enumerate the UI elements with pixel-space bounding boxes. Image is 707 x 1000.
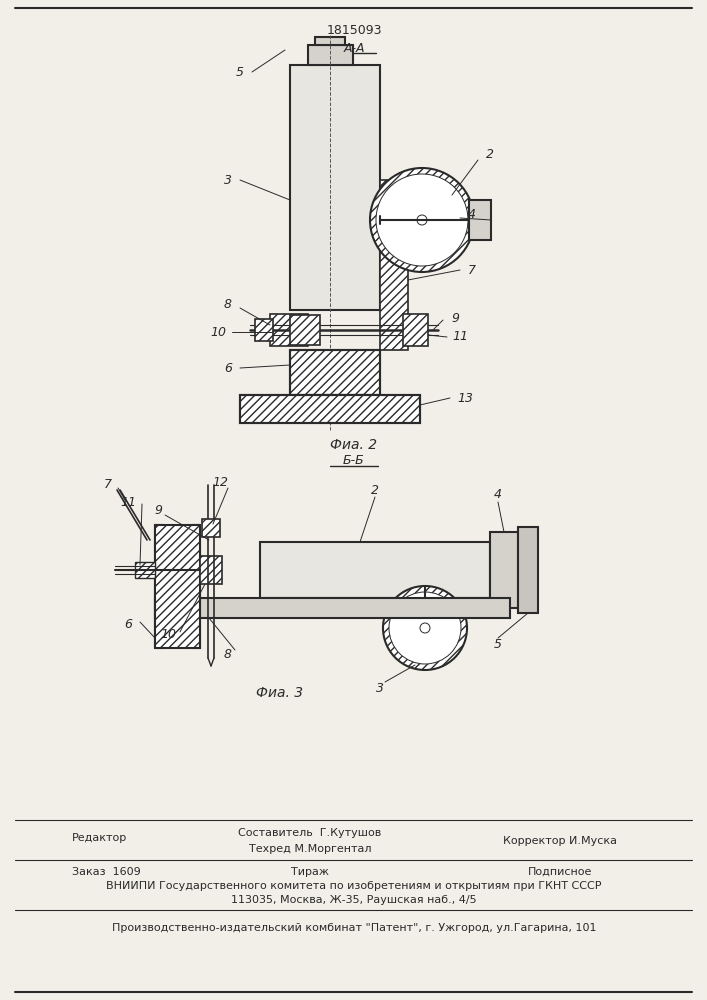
Circle shape [389,592,461,664]
Text: 3: 3 [376,682,384,694]
Bar [260,542,490,598]
Bar [155,525,200,648]
Text: 8: 8 [224,648,232,662]
Text: 13: 13 [457,391,473,404]
Text: 9: 9 [154,504,162,516]
Bar [155,525,200,648]
Circle shape [417,215,427,225]
Bar [255,319,273,341]
Text: Составитель  Г.Кутушов: Составитель Г.Кутушов [238,828,382,838]
Bar [290,315,320,345]
Bar [469,200,491,240]
Text: 7: 7 [468,263,476,276]
Circle shape [376,174,468,266]
Bar [240,395,420,423]
Bar [202,519,220,537]
Text: 7: 7 [104,479,112,491]
Bar [315,37,345,45]
Text: 2: 2 [486,148,494,161]
Circle shape [370,168,474,272]
Text: Б-Б: Б-Б [343,454,365,466]
Bar [240,395,420,423]
Text: Тираж: Тираж [291,867,329,877]
Text: 10: 10 [160,629,176,642]
Text: ВНИИПИ Государственного комитета по изобретениям и открытиям при ГКНТ СССР: ВНИИПИ Государственного комитета по изоб… [106,881,602,891]
Text: 2: 2 [371,484,379,496]
Text: 11: 11 [452,330,468,344]
Bar [518,527,538,613]
Bar [155,598,510,618]
Text: Редактор: Редактор [72,833,127,843]
Text: А-А: А-А [344,41,365,54]
Bar [308,45,353,65]
Text: 1815093: 1815093 [326,23,382,36]
Text: 12: 12 [212,476,228,488]
Text: 9: 9 [451,312,459,324]
Text: 8: 8 [224,298,232,312]
Bar [490,532,518,608]
Text: Корректор И.Муска: Корректор И.Муска [503,836,617,846]
Text: 5: 5 [236,66,244,79]
Text: Заказ  1609: Заказ 1609 [72,867,141,877]
Text: 3: 3 [224,174,232,186]
Circle shape [383,586,467,670]
Bar [290,65,380,310]
Text: 113035, Москва, Ж-35, Раушская наб., 4/5: 113035, Москва, Ж-35, Раушская наб., 4/5 [231,895,477,905]
Bar [200,556,222,584]
Text: Техред М.Моргентал: Техред М.Моргентал [249,844,371,854]
Text: Фиа. 3: Фиа. 3 [257,686,303,700]
Text: 4: 4 [494,488,502,502]
Text: 5: 5 [494,639,502,652]
Bar [403,314,428,346]
Text: Подписное: Подписное [528,867,592,877]
Bar [270,314,308,346]
Bar [380,180,408,350]
Text: 10: 10 [210,326,226,338]
Text: 6: 6 [224,361,232,374]
Text: Производственно-издательский комбинат "Патент", г. Ужгород, ул.Гагарина, 101: Производственно-издательский комбинат "П… [112,923,596,933]
Bar [135,562,155,578]
Text: 6: 6 [124,618,132,632]
Text: 4: 4 [468,209,476,222]
Text: Фиа. 2: Фиа. 2 [330,438,378,452]
Bar [290,350,380,395]
Circle shape [420,623,430,633]
Bar [290,350,380,395]
Text: 11: 11 [120,495,136,508]
